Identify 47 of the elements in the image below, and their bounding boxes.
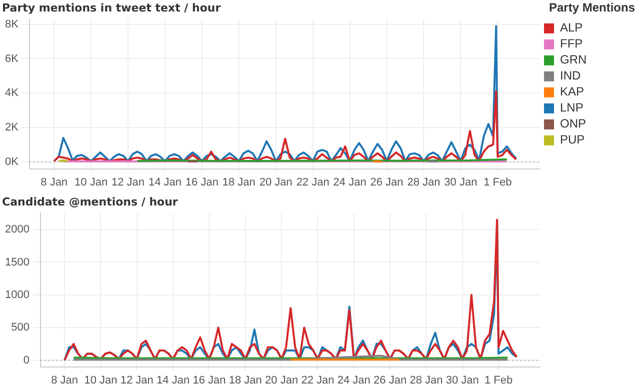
y-tick-label: 500 (11, 322, 30, 334)
x-tick-label: 20 Jan (265, 374, 298, 386)
x-tick-label: 14 Jan (148, 176, 182, 188)
y-tick-label: 1000 (4, 288, 30, 301)
x-tick-label: 28 Jan (407, 176, 440, 188)
x-tick-label: 24 Jan (333, 176, 366, 188)
x-tick-label: 14 Jan (156, 374, 190, 386)
legend-label: KAP (560, 84, 584, 99)
legend-label: PUP (560, 132, 585, 147)
legend-label: GRN (560, 52, 587, 67)
legend-label: LNP (560, 100, 584, 115)
x-tick-label: 26 Jan (370, 176, 404, 188)
x-tick-label: 20 Jan (259, 176, 292, 188)
x-tick-label: 1 Feb (484, 374, 513, 386)
x-tick-label: 8 Jan (40, 176, 68, 188)
legend-label: ONP (560, 116, 586, 131)
legend-label: ALP (560, 20, 583, 35)
x-tick-label: 30 Jan (446, 374, 479, 386)
y-tick-label: 0 (23, 354, 30, 366)
x-tick-label: 26 Jan (374, 374, 407, 386)
x-tick-label: 18 Jan (222, 176, 256, 188)
x-tick-label: 28 Jan (410, 374, 443, 386)
x-tick-label: 30 Jan (444, 176, 478, 188)
x-tick-label: 1 Feb (484, 176, 512, 188)
y-tick-label: 6K (4, 52, 20, 65)
x-tick-label: 16 Jan (185, 176, 218, 188)
chart-title: Candidate @mentions / hour (2, 195, 178, 208)
x-tick-label: 10 Jan (74, 176, 108, 188)
y-tick-label: 2000 (4, 224, 30, 236)
legend-label: IND (560, 68, 581, 83)
chart-title: Party mentions in tweet text / hour (2, 1, 222, 14)
x-tick-label: 22 Jan (296, 176, 330, 188)
y-tick-label: 8K (4, 18, 20, 30)
x-tick-label: 8 Jan (51, 374, 78, 386)
y-tick-label: 0K (4, 156, 20, 168)
x-tick-label: 22 Jan (301, 374, 334, 386)
x-tick-label: 12 Jan (120, 374, 154, 386)
x-tick-label: 16 Jan (192, 374, 226, 386)
y-tick-label: 4K (4, 87, 20, 100)
x-tick-label: 24 Jan (337, 374, 370, 386)
legend-title: Party Mentions (548, 0, 636, 14)
x-tick-label: 10 Jan (84, 374, 118, 386)
y-tick-label: 2K (4, 122, 20, 134)
x-tick-label: 18 Jan (228, 374, 262, 386)
x-tick-label: 12 Jan (112, 176, 145, 188)
y-tick-label: 1500 (4, 256, 30, 268)
legend-label: FFP (560, 36, 583, 51)
